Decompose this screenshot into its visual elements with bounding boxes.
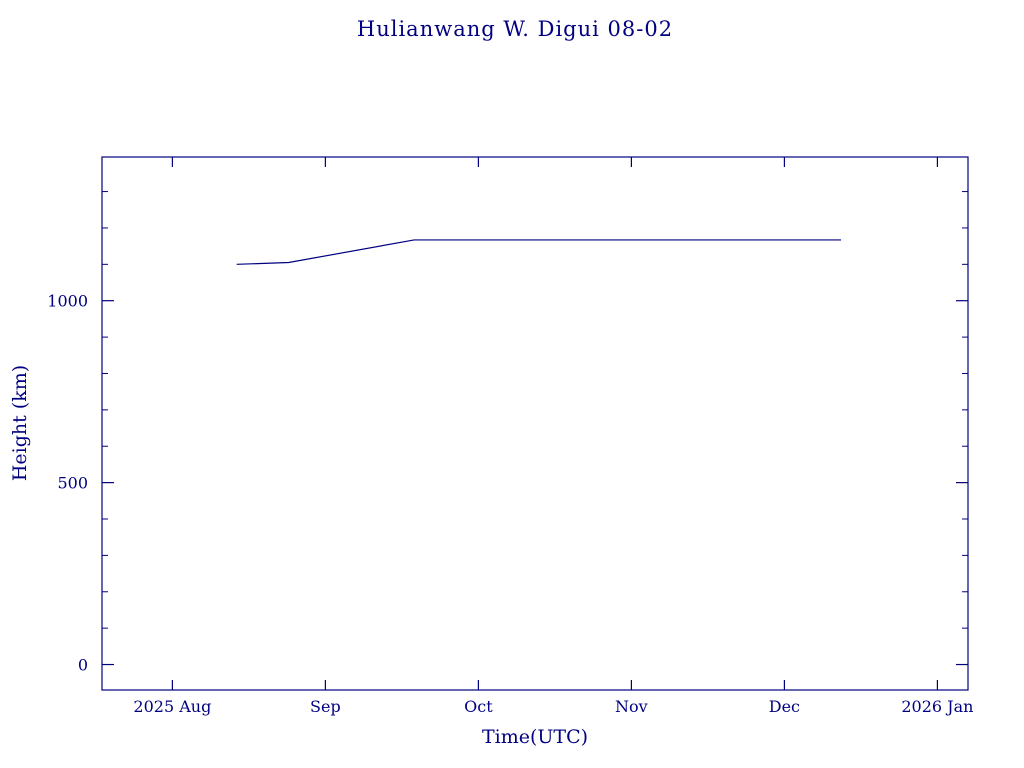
chart-title: Hulianwang W. Digui 08-02: [356, 17, 674, 41]
x-tick-label: Oct: [464, 697, 493, 716]
y-tick-label: 0: [78, 656, 88, 675]
x-tick-label: Sep: [310, 697, 341, 716]
series-line-satellite-height: [236, 239, 842, 265]
plot-frame: [101, 156, 969, 691]
x-tick-label: 2026 Jan: [901, 697, 973, 716]
x-tick-label: Dec: [769, 697, 800, 716]
y-tick-label: 1000: [47, 292, 88, 311]
x-tick-label: Nov: [615, 697, 648, 716]
x-tick-label: 2025 Aug: [133, 697, 211, 716]
x-axis-label: Time(UTC): [481, 726, 589, 748]
y-tick-label: 500: [57, 474, 88, 493]
